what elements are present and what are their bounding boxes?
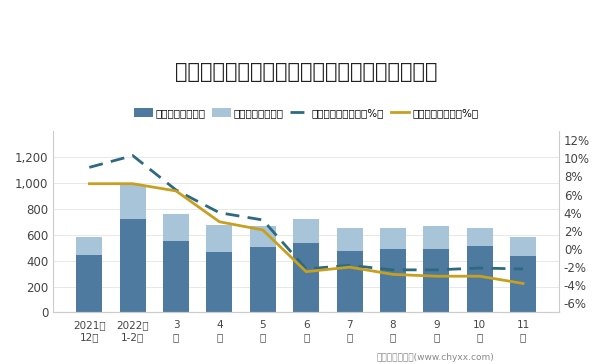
商品房累计同比（%） [519,281,526,286]
商品房累计同比（%） [259,228,266,232]
Bar [293,243,319,312]
商品住宅累计同比（%） [389,268,396,272]
商品住宅累计同比（%） [476,266,483,270]
Bar [120,219,146,312]
商品住宅累计同比（%） [346,263,353,268]
商品房累计同比（%） [433,274,440,278]
商品房累计同比（%） [302,269,310,274]
商品住宅累计同比（%） [129,153,136,158]
Bar [380,228,406,249]
商品住宅累计同比（%） [172,188,180,192]
Bar [424,226,450,249]
Bar [466,228,492,246]
商品房累计同比（%） [216,219,223,224]
Bar [120,185,146,219]
Title: 近一年四川省商品房投资金额及累计增速统计图: 近一年四川省商品房投资金额及累计增速统计图 [175,62,437,82]
Legend: 商品住宅（亿元）, 其他用房（亿元）, 商品住宅累计同比（%）, 商品房累计同比（%）: 商品住宅（亿元）, 其他用房（亿元）, 商品住宅累计同比（%）, 商品房累计同比… [129,104,483,122]
商品房累计同比（%） [172,189,180,193]
商品房累计同比（%） [476,274,483,278]
Bar [76,256,102,312]
Bar [336,228,362,251]
Line: 商品房累计同比（%）: 商品房累计同比（%） [90,184,523,284]
商品住宅累计同比（%） [302,267,310,271]
Bar [424,249,450,312]
Bar [206,252,232,312]
Bar [250,247,276,312]
Bar [206,225,232,252]
商品房累计同比（%） [389,272,396,277]
Bar [510,237,536,256]
Bar [293,219,319,243]
商品住宅累计同比（%） [433,268,440,272]
Bar [76,237,102,256]
商品住宅累计同比（%） [86,165,93,170]
Bar [163,214,189,241]
Line: 商品住宅累计同比（%）: 商品住宅累计同比（%） [90,155,523,270]
Text: 制图：智研咨询(www.chyxx.com): 制图：智研咨询(www.chyxx.com) [377,353,494,362]
Bar [380,249,406,312]
Bar [250,226,276,247]
商品房累计同比（%） [346,265,353,269]
商品住宅累计同比（%） [259,218,266,222]
Bar [163,241,189,312]
Bar [510,256,536,312]
商品房累计同比（%） [86,182,93,186]
商品住宅累计同比（%） [519,267,526,271]
商品房累计同比（%） [129,182,136,186]
Bar [336,251,362,312]
商品住宅累计同比（%） [216,210,223,215]
Bar [466,246,492,312]
